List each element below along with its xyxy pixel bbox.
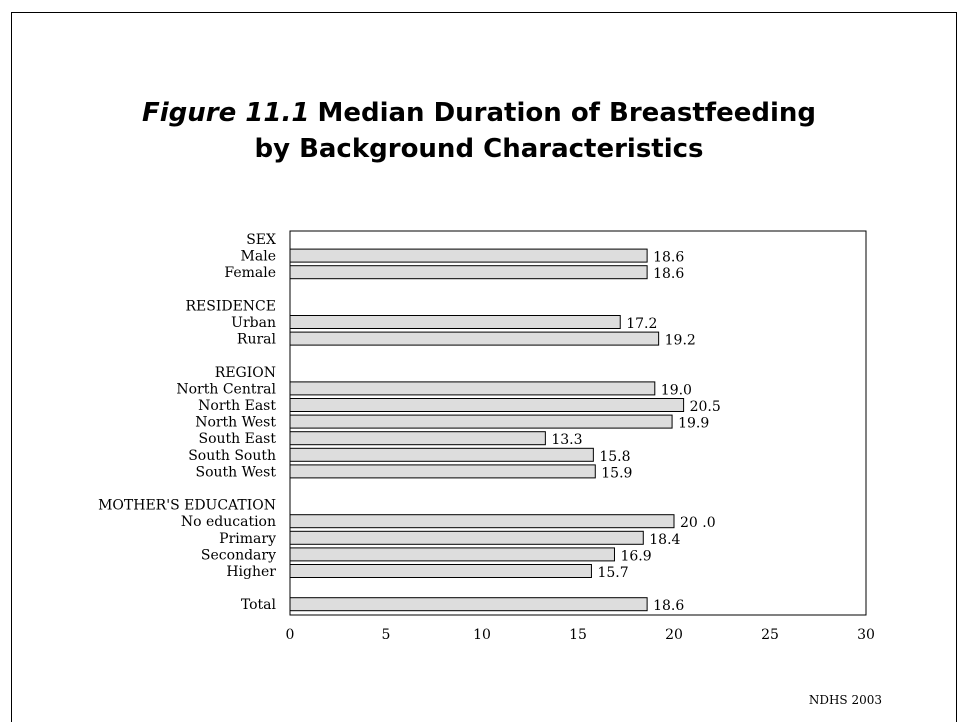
x-tick-label-30: 30 (857, 627, 875, 643)
bar-primary (289, 530, 644, 545)
value-label-primary: 18.4 (649, 532, 680, 548)
source-note: NDHS 2003 (808, 693, 882, 707)
category-label-secondary: Secondary (201, 547, 276, 563)
category-label-total: Total (241, 597, 277, 613)
plot-area-frame (289, 230, 867, 616)
bar-female (289, 265, 648, 280)
value-label-total: 18.6 (653, 598, 684, 614)
category-label-male: Male (241, 249, 276, 265)
value-label-south-south: 15.8 (599, 449, 630, 465)
bar-north-central (289, 381, 656, 396)
category-label-north-central: North Central (176, 381, 276, 397)
category-label-rural: Rural (237, 332, 277, 348)
category-label-north-west: North West (195, 415, 276, 431)
bar-south-south (289, 447, 594, 462)
bar-secondary (289, 547, 615, 562)
value-label-north-central: 19.0 (661, 382, 692, 398)
category-label-south-west: South West (196, 464, 277, 480)
bar-south-west (289, 464, 596, 479)
category-label-no-education: No education (181, 514, 276, 530)
x-tick-label-20: 20 (665, 627, 683, 643)
bar-north-east (289, 398, 685, 412)
category-label-south-south: South South (188, 448, 276, 464)
title-text-line1: Median Duration of Breastfeeding (317, 98, 816, 128)
bar-no-education (289, 514, 675, 529)
value-label-south-east: 13.3 (551, 432, 582, 448)
value-label-rural: 19.2 (665, 333, 696, 349)
bar-urban (289, 315, 621, 329)
value-label-secondary: 16.9 (620, 548, 651, 564)
bar-higher (289, 564, 592, 578)
category-label-urban: Urban (231, 315, 276, 331)
figure-label: Figure 11.1 (142, 98, 310, 128)
chart-title-line1: Figure 11.1 Median Duration of Breastfeed… (0, 95, 958, 131)
bar-rural (289, 331, 660, 346)
value-label-male: 18.6 (653, 250, 684, 266)
x-tick-label-15: 15 (569, 627, 587, 643)
chart-title-line2: by Background Characteristics (254, 134, 704, 164)
value-label-no-education: 20 .0 (680, 515, 716, 531)
figure-frame (11, 12, 957, 722)
category-label-higher: Higher (226, 564, 276, 580)
value-label-south-west: 15.9 (601, 465, 632, 481)
bar-total (289, 597, 648, 612)
x-tick-label-25: 25 (761, 627, 779, 643)
category-label-primary: Primary (219, 531, 276, 547)
value-label-higher: 15.7 (597, 565, 628, 581)
group-header-mother-s-education: MOTHER'S EDUCATION (98, 498, 276, 514)
bar-south-east (289, 431, 546, 446)
category-label-north-east: North East (198, 398, 276, 414)
group-header-residence: RESIDENCE (185, 298, 276, 314)
group-header-region: REGION (215, 365, 276, 381)
value-label-north-west: 19.9 (678, 416, 709, 432)
group-header-sex: SEX (246, 232, 276, 248)
category-label-south-east: South East (198, 431, 276, 447)
chart-title: Figure 11.1 Median Duration of Breastfeed… (0, 95, 958, 167)
bar-male (289, 248, 648, 263)
category-label-female: Female (224, 265, 276, 281)
value-label-north-east: 20.5 (690, 399, 721, 415)
x-tick-label-5: 5 (382, 627, 391, 643)
x-tick-label-0: 0 (286, 627, 295, 643)
x-tick-label-10: 10 (473, 627, 491, 643)
value-label-urban: 17.2 (626, 316, 657, 332)
bar-north-west (289, 414, 673, 429)
value-label-female: 18.6 (653, 266, 684, 282)
